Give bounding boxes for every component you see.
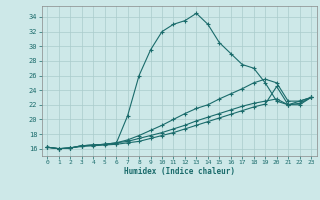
X-axis label: Humidex (Indice chaleur): Humidex (Indice chaleur) [124,167,235,176]
